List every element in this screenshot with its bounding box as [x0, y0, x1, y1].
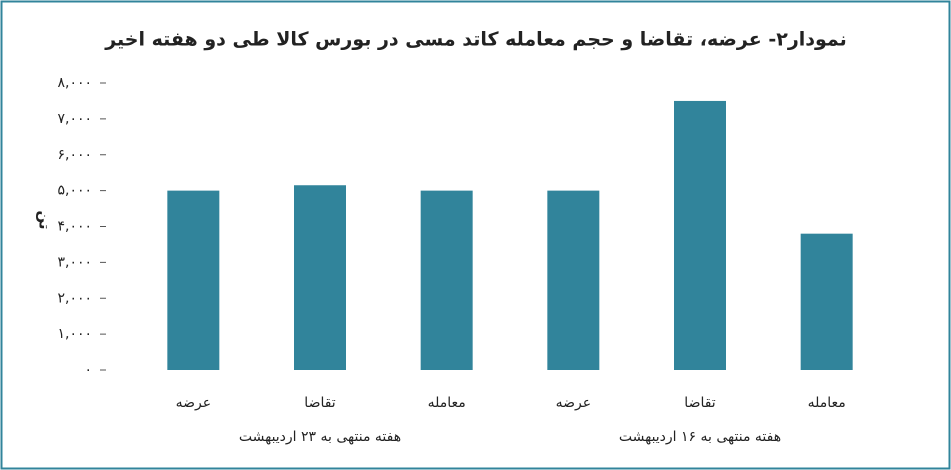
y-tick-label: ۴,۰۰۰ — [57, 219, 92, 235]
chart-title: نمودار۲- عرضه، تقاضا و حجم معامله کاتد م… — [104, 29, 847, 51]
group-label: هفته منتهی به ۲۳ اردیبهشت — [239, 429, 401, 445]
y-tick-label: ۵,۰۰۰ — [57, 183, 92, 199]
y-axis-label: تن — [36, 210, 54, 229]
bar — [800, 233, 853, 370]
y-tick-label: ۷,۰۰۰ — [57, 111, 92, 127]
x-tick-label: عرضه — [556, 395, 591, 411]
y-tick-label: ۱,۰۰۰ — [57, 326, 92, 342]
y-tick-label: ۳,۰۰۰ — [57, 254, 92, 270]
y-tick-label: ۸,۰۰۰ — [57, 75, 92, 91]
x-tick-label: عرضه — [176, 395, 211, 411]
y-tick-label: ۰ — [84, 362, 92, 378]
x-tick-label: تقاضا — [684, 395, 716, 411]
bar — [420, 190, 473, 370]
bar — [674, 100, 726, 370]
x-tick-label: تقاضا — [304, 395, 336, 411]
x-tick-label: معامله — [428, 395, 466, 411]
group-label: هفته منتهی به ۱۶ اردیبهشت — [619, 429, 781, 445]
y-tick-label: ۶,۰۰۰ — [57, 147, 92, 163]
y-tick-label: ۲,۰۰۰ — [57, 290, 92, 306]
x-tick-label: معامله — [808, 395, 846, 411]
bar — [167, 190, 220, 370]
bar — [294, 185, 346, 370]
bar — [547, 190, 600, 370]
